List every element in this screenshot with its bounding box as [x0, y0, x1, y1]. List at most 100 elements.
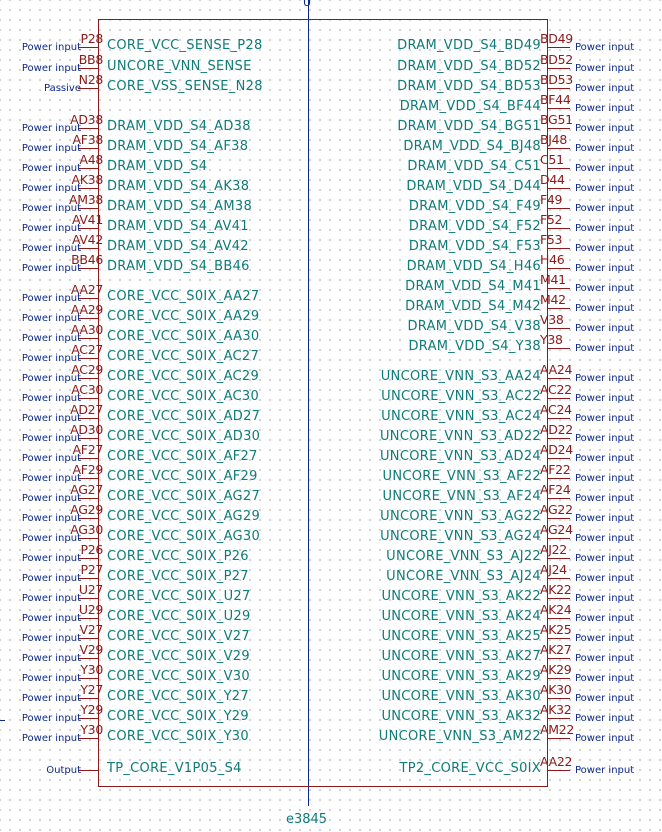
- pin-left-y30[interactable]: Y30 CORE_VCC_S0IX_Y30 Power input: [0, 722, 662, 748]
- component-reference[interactable]: e3845: [286, 812, 328, 827]
- pin-lead: [548, 228, 570, 229]
- pin-right-c51[interactable]: C51 DRAM_VDD_S4_C51 Power input: [0, 152, 662, 178]
- pin-lead: [548, 47, 570, 48]
- pin-left-ac27[interactable]: AC27 CORE_VCC_S0IX_AC27 Power input: [0, 342, 662, 368]
- pin-left-av41[interactable]: AV41 DRAM_VDD_S4_AV41 Power input: [0, 212, 662, 238]
- pin-left-y29[interactable]: Y29 CORE_VCC_S0IX_Y29 Power input: [0, 702, 662, 728]
- pin-right-aa24[interactable]: AA24 UNCORE_VNN_S3_AA24 Power input: [0, 362, 662, 388]
- pin-name: CORE_VCC_S0IX_P26: [107, 549, 249, 564]
- pin-lead: [78, 718, 98, 719]
- pin-right-m42[interactable]: M42 DRAM_VDD_S4_M42 Power input: [0, 292, 662, 318]
- pin-number: AD30: [70, 422, 103, 437]
- pin-number: AG27: [70, 482, 103, 497]
- pin-right-h46[interactable]: H46 DRAM_VDD_S4_H46 Power input: [0, 252, 662, 278]
- pin-right-y38[interactable]: Y38 DRAM_VDD_S4_Y38 Power input: [0, 332, 662, 358]
- pin-right-f53[interactable]: F53 DRAM_VDD_S4_F53 Power input: [0, 232, 662, 258]
- pin-left-ag27[interactable]: AG27 CORE_VCC_S0IX_AG27 Power input: [0, 482, 662, 508]
- pin-right-m41[interactable]: M41 DRAM_VDD_S4_M41 Power input: [0, 272, 662, 298]
- pin-left-am38[interactable]: AM38 DRAM_VDD_S4_AM38 Power input: [0, 192, 662, 218]
- pin-lead: [548, 618, 570, 619]
- pin-left-ag30[interactable]: AG30 CORE_VCC_S0IX_AG30 Power input: [0, 522, 662, 548]
- pin-right-af24[interactable]: AF24 UNCORE_VNN_S3_AF24 Power input: [0, 482, 662, 508]
- pin-left-ad38[interactable]: AD38 DRAM_VDD_S4_AD38 Power input: [0, 112, 662, 138]
- pin-left-ak38[interactable]: AK38 DRAM_VDD_S4_AK38 Power input: [0, 172, 662, 198]
- pin-electrical-type: Power input: [21, 263, 81, 274]
- pin-right-bj48[interactable]: BJ48 DRAM_VDD_S4_BJ48 Power input: [0, 132, 662, 158]
- pin-right-v38[interactable]: V38 DRAM_VDD_S4_V38 Power input: [0, 312, 662, 338]
- pin-electrical-type: Power input: [575, 633, 635, 644]
- pin-right-ak32[interactable]: AK32 UNCORE_VNN_S3_AK32 Power input: [0, 702, 662, 728]
- pin-left-av42[interactable]: AV42 DRAM_VDD_S4_AV42 Power input: [0, 232, 662, 258]
- pin-number: Y38: [540, 332, 563, 347]
- pin-right-bf44[interactable]: BF44 DRAM_VDD_S4_BF44 Power input: [0, 92, 662, 118]
- pin-left-p27[interactable]: P27 CORE_VCC_S0IX_P27 Power input: [0, 562, 662, 588]
- pin-right-ad22[interactable]: AD22 UNCORE_VNN_S3_AD22 Power input: [0, 422, 662, 448]
- pin-left-v29[interactable]: V29 CORE_VCC_S0IX_V29 Power input: [0, 642, 662, 668]
- pin-right-ak25[interactable]: AK25 UNCORE_VNN_S3_AK25 Power input: [0, 622, 662, 648]
- pin-left-bb46[interactable]: BB46 DRAM_VDD_S4_BB46 Power input: [0, 252, 662, 278]
- pin-right-f49[interactable]: F49 DRAM_VDD_S4_F49 Power input: [0, 192, 662, 218]
- pin-electrical-type: Power input: [575, 613, 635, 624]
- pin-right-ac24[interactable]: AC24 UNCORE_VNN_S3_AC24 Power input: [0, 402, 662, 428]
- pin-left-af29[interactable]: AF29 CORE_VCC_S0IX_AF29 Power input: [0, 462, 662, 488]
- pin-right-bd53[interactable]: BD53 DRAM_VDD_S4_BD53 Power input: [0, 72, 662, 98]
- pin-name: CORE_VCC_S0IX_AC29: [107, 369, 260, 384]
- pin-number: Y30: [80, 662, 103, 677]
- pin-left-y30[interactable]: Y30 CORE_VCC_S0IX_V30 Power input: [0, 662, 662, 688]
- pin-name: UNCORE_VNN_S3_AK27: [381, 649, 541, 664]
- pin-right-ag24[interactable]: AG24 UNCORE_VNN_S3_AG24 Power input: [0, 522, 662, 548]
- pin-right-d44[interactable]: D44 DRAM_VDD_S4_D44 Power input: [0, 172, 662, 198]
- pin-left-out[interactable]: TP_CORE_V1P05_S4 Output: [0, 760, 662, 780]
- pin-number: M41: [540, 272, 566, 287]
- pin-right-aj24[interactable]: AJ24 UNCORE_VNN_S3_AJ24 Power input: [0, 562, 662, 588]
- pin-number: V29: [79, 642, 103, 657]
- component-body[interactable]: [98, 19, 548, 787]
- pin-left-aa30[interactable]: AA30 CORE_VCC_S0IX_AA30 Power input: [0, 322, 662, 348]
- pin-right-ac22[interactable]: AC22 UNCORE_VNN_S3_AC22 Power input: [0, 382, 662, 408]
- pin-left-p26[interactable]: P26 CORE_VCC_S0IX_P26 Power input: [0, 542, 662, 568]
- pin-number: F49: [540, 192, 563, 207]
- pin-left-ag29[interactable]: AG29 CORE_VCC_S0IX_AG29 Power input: [0, 502, 662, 528]
- pin-electrical-type: Power input: [21, 163, 81, 174]
- pin-right-ak29[interactable]: AK29 UNCORE_VNN_S3_AK29 Power input: [0, 662, 662, 688]
- pin-left-y27[interactable]: Y27 CORE_VCC_S0IX_Y27 Power input: [0, 682, 662, 708]
- pin-name: DRAM_VDD_S4_M42: [405, 299, 541, 314]
- pin-lead: [548, 578, 570, 579]
- pin-right-f52[interactable]: F52 DRAM_VDD_S4_F52 Power input: [0, 212, 662, 238]
- pin-right-ak27[interactable]: AK27 UNCORE_VNN_S3_AK27 Power input: [0, 642, 662, 668]
- pin-right-ak22[interactable]: AK22 UNCORE_VNN_S3_AK22 Power input: [0, 582, 662, 608]
- pin-right-aa22[interactable]: AA22 TP2_CORE_VCC_S0IX Power input: [0, 754, 662, 780]
- pin-right-aj22[interactable]: AJ22 UNCORE_VNN_S3_AJ22 Power input: [0, 542, 662, 568]
- pin-left-ad27[interactable]: AD27 CORE_VCC_S0IX_AD27 Power input: [0, 402, 662, 428]
- pin-lead: [78, 658, 98, 659]
- pin-electrical-type: Power input: [575, 263, 635, 274]
- pin-left-v27[interactable]: V27 CORE_VCC_S0IX_V27 Power input: [0, 622, 662, 648]
- pin-right-ak24[interactable]: AK24 UNCORE_VNN_S3_AK24 Power input: [0, 602, 662, 628]
- pin-number: P28: [80, 31, 103, 46]
- pin-right-bd49[interactable]: BD49 DRAM_VDD_S4_BD49 Power input: [0, 31, 662, 57]
- pin-left-ac29[interactable]: AC29 CORE_VCC_S0IX_AC29 Power input: [0, 362, 662, 388]
- pin-right-af22[interactable]: AF22 UNCORE_VNN_S3_AF22 Power input: [0, 462, 662, 488]
- pin-right-bd52[interactable]: BD52 DRAM_VDD_S4_BD52 Power input: [0, 52, 662, 78]
- pin-left-u29[interactable]: U29 CORE_VCC_S0IX_U29 Power input: [0, 602, 662, 628]
- pin-right-ad24[interactable]: AD24 UNCORE_VNN_S3_AD24 Power input: [0, 442, 662, 468]
- pin-right-am22[interactable]: AM22 UNCORE_VNN_S3_AM22 Power input: [0, 722, 662, 748]
- pin-left-p28[interactable]: P28 CORE_VCC_SENSE_P28 Power input: [0, 31, 662, 57]
- pin-number: BD49: [540, 31, 573, 46]
- pin-name: CORE_VCC_S0IX_AF29: [107, 469, 258, 484]
- pin-left-n28[interactable]: N28 CORE_VSS_SENSE_N28 Passive: [0, 72, 662, 98]
- pin-right-bg51[interactable]: BG51 DRAM_VDD_S4_BG51 Power input: [0, 112, 662, 138]
- pin-right-ak30[interactable]: AK30 UNCORE_VNN_S3_AK30 Power input: [0, 682, 662, 708]
- pin-left-ad30[interactable]: AD30 CORE_VCC_S0IX_AD30 Power input: [0, 422, 662, 448]
- pin-left-aa27[interactable]: AA27 CORE_VCC_S0IX_AA27 Power input: [0, 282, 662, 308]
- pin-left-ac30[interactable]: AC30 CORE_VCC_S0IX_AC30 Power input: [0, 382, 662, 408]
- pin-left-aa29[interactable]: AA29 CORE_VCC_S0IX_AA29 Power input: [0, 302, 662, 328]
- pin-left-bb8[interactable]: BB8 UNCORE_VNN_SENSE Power input: [0, 52, 662, 78]
- pin-number: AM22: [540, 722, 575, 737]
- pin-left-af38[interactable]: AF38 DRAM_VDD_S4_AF38 Power input: [0, 132, 662, 158]
- pin-right-ag22[interactable]: AG22 UNCORE_VNN_S3_AG22 Power input: [0, 502, 662, 528]
- pin-left-af27[interactable]: AF27 CORE_VCC_S0IX_AF27 Power input: [0, 442, 662, 468]
- pin-left-a48[interactable]: A48 DRAM_VDD_S4 Power input: [0, 152, 662, 178]
- pin-left-u27[interactable]: U27 CORE_VCC_S0IX_U27 Power input: [0, 582, 662, 608]
- pin-name: CORE_VCC_S0IX_AG29: [107, 509, 261, 524]
